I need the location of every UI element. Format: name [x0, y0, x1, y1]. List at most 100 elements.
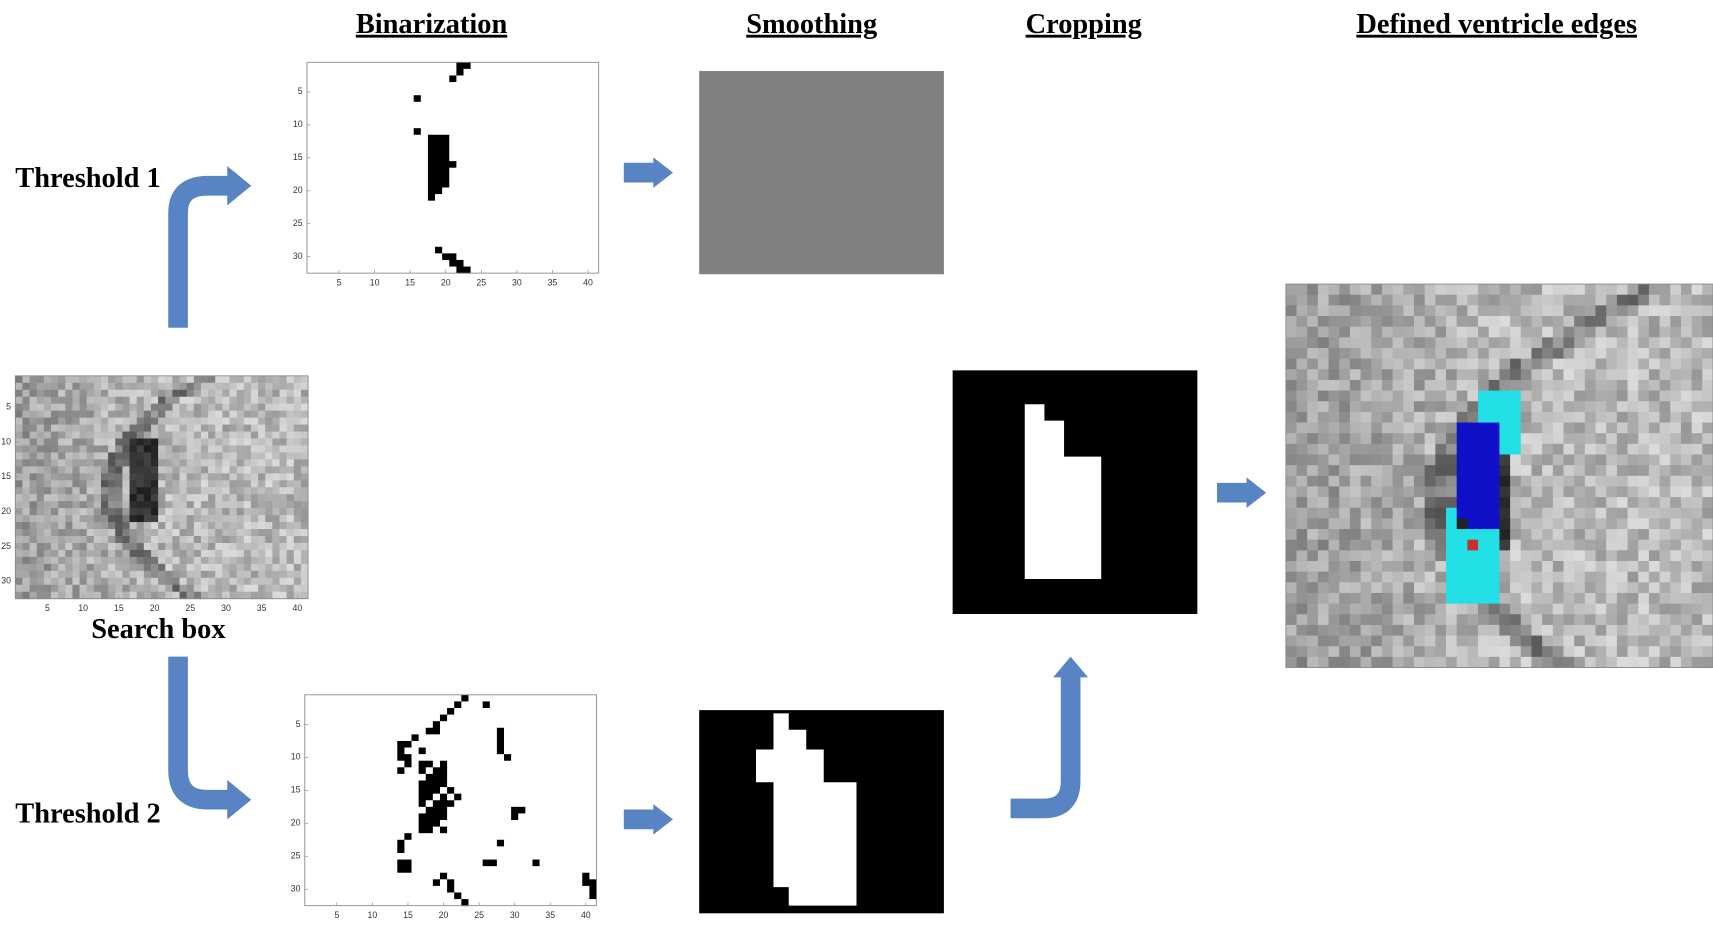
- pixel: [390, 748, 398, 755]
- pixel: [1499, 295, 1510, 306]
- pixel: [549, 75, 557, 82]
- pixel: [483, 721, 491, 728]
- pixel: [1361, 401, 1372, 412]
- pixel: [294, 529, 302, 536]
- pixel: [58, 522, 66, 529]
- pixel: [461, 741, 469, 748]
- pixel: [435, 187, 443, 194]
- pixel: [319, 873, 327, 880]
- pixel: [187, 425, 195, 432]
- pixel: [172, 383, 180, 390]
- pixel: [478, 75, 486, 82]
- pixel: [1318, 391, 1329, 402]
- pixel: [476, 833, 484, 840]
- pixel: [1542, 337, 1553, 348]
- pixel: [1563, 412, 1574, 423]
- pixel: [525, 708, 533, 715]
- x-tick-label: 5: [45, 603, 50, 613]
- pixel: [478, 62, 486, 69]
- pixel: [447, 748, 455, 755]
- pixel: [355, 780, 363, 787]
- pixel: [37, 515, 45, 522]
- pixel: [335, 148, 343, 155]
- pixel: [1563, 465, 1574, 476]
- pixel: [287, 466, 295, 473]
- pixel: [518, 866, 526, 873]
- pixel: [287, 578, 295, 585]
- pixel: [532, 833, 540, 840]
- pixel: [440, 853, 448, 860]
- pixel: [513, 181, 521, 188]
- pixel: [404, 787, 412, 794]
- pixel: [568, 787, 576, 794]
- pixel: [1617, 476, 1628, 487]
- pixel: [570, 187, 578, 194]
- pixel: [362, 860, 370, 867]
- pixel: [440, 708, 448, 715]
- pixel: [1681, 348, 1692, 359]
- label: Threshold 2: [15, 799, 160, 830]
- pixel: [404, 721, 412, 728]
- pixel: [272, 480, 280, 487]
- pixel: [1393, 529, 1404, 540]
- pixel: [208, 459, 216, 466]
- pixel: [485, 260, 493, 267]
- pixel: [1660, 380, 1671, 391]
- pixel: [301, 404, 309, 411]
- pixel: [237, 466, 245, 473]
- pixel: [504, 708, 512, 715]
- pixel: [1339, 380, 1350, 391]
- pixel: [258, 404, 266, 411]
- pixel: [130, 376, 138, 383]
- pixel: [1692, 518, 1703, 529]
- pixel: [561, 899, 569, 906]
- pixel: [1361, 444, 1372, 455]
- pixel: [1574, 401, 1585, 412]
- pixel: [151, 536, 159, 543]
- pixel: [577, 135, 585, 142]
- pixel: [421, 260, 429, 267]
- pixel: [1574, 380, 1585, 391]
- pixel: [58, 578, 66, 585]
- pixel: [1318, 337, 1329, 348]
- pixel: [335, 89, 343, 96]
- pixel: [404, 695, 412, 702]
- pixel: [518, 886, 526, 893]
- pixel: [333, 813, 341, 820]
- pixel: [471, 181, 479, 188]
- pixel: [1521, 284, 1532, 295]
- pixel: [404, 761, 412, 768]
- x-tick-label: 5: [337, 277, 342, 287]
- pixel: [483, 807, 491, 814]
- pixel: [1617, 348, 1628, 359]
- pixel: [30, 501, 38, 508]
- pixel: [584, 234, 592, 241]
- pixel: [563, 148, 571, 155]
- pixel: [568, 774, 576, 781]
- pixel: [528, 181, 536, 188]
- pixel: [307, 148, 315, 155]
- pixel: [561, 748, 569, 755]
- pixel: [1307, 476, 1318, 487]
- pixel: [1510, 529, 1521, 540]
- pixel: [504, 860, 512, 867]
- pixel: [72, 564, 80, 571]
- pixel: [540, 840, 548, 847]
- pixel: [1521, 529, 1532, 540]
- pixel: [1521, 465, 1532, 476]
- pixel: [407, 227, 415, 234]
- pixel: [390, 820, 398, 827]
- pixel: [172, 425, 180, 432]
- pixel: [383, 833, 391, 840]
- pixel: [1414, 348, 1425, 359]
- pixel: [575, 860, 583, 867]
- pixel: [563, 108, 571, 115]
- pixel: [447, 728, 455, 735]
- pixel: [433, 774, 441, 781]
- pixel: [222, 376, 230, 383]
- pixel: [1350, 284, 1361, 295]
- pixel: [490, 767, 498, 774]
- pixel: [492, 240, 500, 247]
- pixel: [506, 69, 514, 76]
- pixel: [144, 411, 152, 418]
